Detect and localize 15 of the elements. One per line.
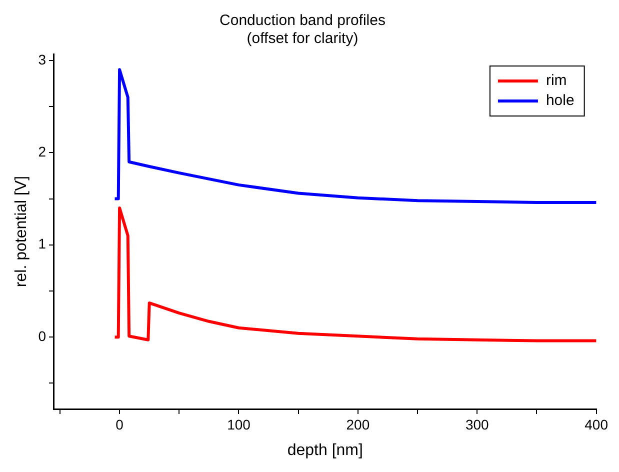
x-tick-label: 400: [584, 416, 608, 432]
y-tick-label: 2: [38, 144, 46, 160]
x-tick-label: 200: [346, 416, 370, 432]
x-tick-label: 0: [116, 416, 124, 432]
legend-label: rim: [546, 72, 567, 90]
y-tick-label: 3: [38, 51, 46, 68]
legend-label: hole: [546, 92, 574, 110]
y-tick-label: 0: [38, 328, 46, 344]
chart-subtitle: (offset for clarity): [246, 30, 358, 48]
x-axis-title: depth [nm]: [287, 442, 363, 459]
x-tick-label: 100: [227, 416, 251, 432]
y-tick-label: 1: [38, 236, 46, 252]
x-tick-label: 300: [465, 416, 490, 432]
chart-title: Conduction band profiles: [220, 12, 386, 30]
y-axis-title: rel. potential [V]: [13, 176, 30, 288]
